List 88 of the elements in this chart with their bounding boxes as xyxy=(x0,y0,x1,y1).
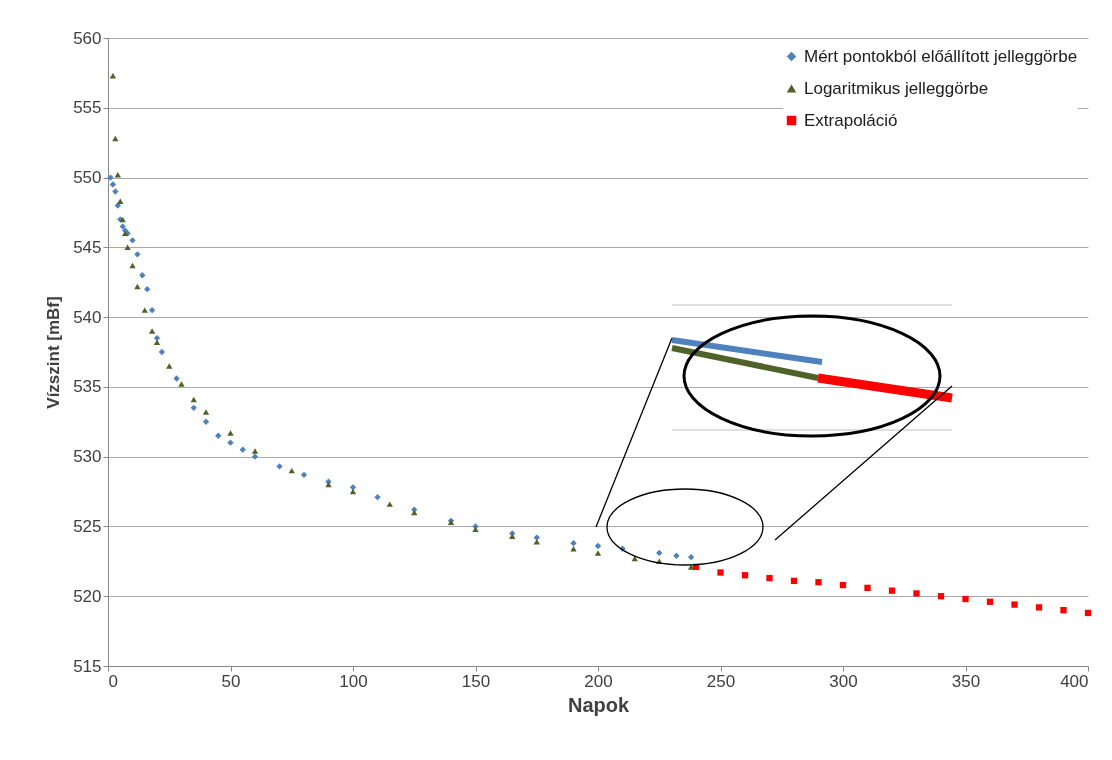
point xyxy=(153,334,161,342)
point xyxy=(864,584,871,592)
point xyxy=(124,244,131,251)
point xyxy=(349,488,357,495)
legend-label: Mért pontokból előállított jelleggörbe xyxy=(804,46,1078,66)
point xyxy=(202,418,210,425)
point xyxy=(349,484,357,491)
x-tick-label: 250 xyxy=(706,671,736,691)
point xyxy=(533,534,540,541)
point xyxy=(962,595,969,603)
x-axis-title: Napok xyxy=(567,693,630,716)
point xyxy=(112,188,119,195)
x-tick-label: 0 xyxy=(108,671,118,691)
point xyxy=(173,375,180,382)
legend-label: Logaritmikus jelleggörbe xyxy=(804,78,989,98)
point xyxy=(141,307,148,313)
point xyxy=(114,172,121,178)
y-tick-label: 515 xyxy=(73,656,102,676)
point xyxy=(134,251,141,258)
point xyxy=(673,552,680,559)
point xyxy=(790,577,798,585)
point xyxy=(190,396,197,403)
point xyxy=(570,546,577,552)
point xyxy=(158,348,166,356)
y-tick-label: 535 xyxy=(73,377,102,397)
x-tick-label: 300 xyxy=(829,671,858,691)
y-tick-label: 555 xyxy=(73,98,102,118)
point xyxy=(937,593,945,600)
point xyxy=(129,262,136,269)
point xyxy=(178,381,185,387)
x-tick-label: 200 xyxy=(584,671,613,691)
point xyxy=(687,553,695,561)
point xyxy=(112,135,119,142)
point xyxy=(717,569,724,576)
point xyxy=(251,448,259,454)
point xyxy=(986,598,994,605)
point xyxy=(148,328,156,334)
point xyxy=(656,549,663,557)
point xyxy=(148,306,156,314)
point xyxy=(202,409,210,415)
point xyxy=(119,223,126,230)
y-tick-label: 550 xyxy=(73,168,102,188)
point xyxy=(594,550,602,556)
point xyxy=(190,404,197,411)
point xyxy=(300,471,308,478)
y-tick-label: 545 xyxy=(73,237,102,257)
point xyxy=(153,339,161,345)
point xyxy=(766,574,773,582)
point xyxy=(533,539,540,545)
y-axis-title: Vízszint [mBf] xyxy=(44,296,64,409)
y-tick-label: 560 xyxy=(73,28,102,48)
point xyxy=(251,453,259,460)
point xyxy=(374,493,381,501)
point xyxy=(815,579,822,586)
point xyxy=(1060,607,1067,614)
point xyxy=(888,587,896,594)
point xyxy=(594,542,602,550)
y-tick-label: 530 xyxy=(73,447,102,467)
point xyxy=(227,439,234,446)
point xyxy=(913,590,920,597)
point xyxy=(1035,604,1043,611)
x-tick-label: 350 xyxy=(951,671,981,691)
point xyxy=(215,432,222,439)
x-tick-label: 50 xyxy=(221,671,241,691)
point xyxy=(139,272,146,279)
point xyxy=(1084,609,1092,617)
y-tick-label: 525 xyxy=(73,516,102,536)
point xyxy=(134,283,141,290)
point xyxy=(166,363,173,369)
x-tick-label: 100 xyxy=(339,671,368,691)
point xyxy=(1011,601,1018,608)
point xyxy=(239,446,246,453)
point xyxy=(839,581,847,589)
x-tick-label: 400 xyxy=(1060,671,1089,691)
point xyxy=(107,174,114,181)
point xyxy=(570,540,577,547)
point xyxy=(276,463,283,470)
point xyxy=(227,430,234,436)
y-tick-label: 520 xyxy=(73,586,102,606)
point xyxy=(129,237,136,244)
point xyxy=(144,286,151,293)
point xyxy=(117,198,124,205)
x-tick-label: 150 xyxy=(461,671,491,691)
y-tick-label: 540 xyxy=(73,307,102,327)
point xyxy=(741,572,749,579)
legend-label: Extrapoláció xyxy=(804,110,898,130)
point xyxy=(109,181,117,188)
point xyxy=(386,501,393,507)
